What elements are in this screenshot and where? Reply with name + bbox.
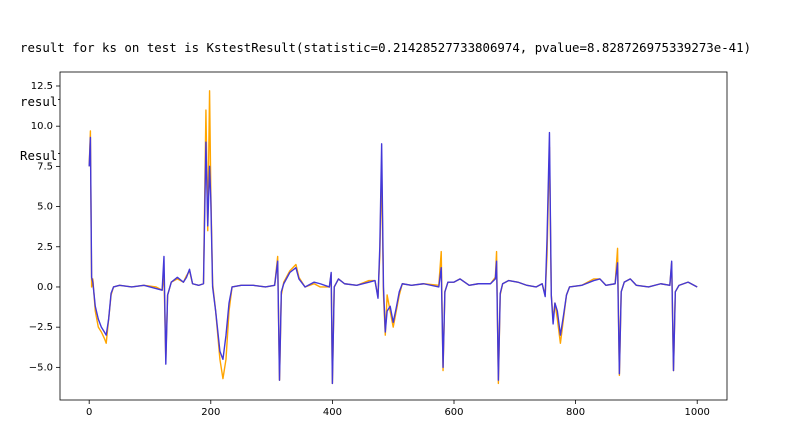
x-tick-label: 400 — [323, 407, 342, 418]
x-tick-label: 1000 — [684, 407, 709, 418]
output-line: result for ks on test is KstestResult(st… — [20, 40, 752, 55]
x-tick-label: 0 — [86, 407, 92, 418]
x-tick-label: 200 — [201, 407, 220, 418]
series-line — [88, 131, 698, 385]
x-tick-label: 600 — [444, 407, 463, 418]
y-tick-label: 10.0 — [31, 121, 53, 132]
axes-frame — [59, 71, 728, 401]
y-tick-label: −5.0 — [29, 362, 53, 373]
plot-area — [60, 72, 727, 400]
x-tick-label: 800 — [566, 407, 585, 418]
y-tick-label: 2.5 — [37, 242, 53, 253]
y-tick-label: 7.5 — [37, 161, 53, 172]
y-tick-label: 5.0 — [37, 202, 53, 213]
y-tick-label: 0.0 — [37, 282, 53, 293]
y-tick-label: −2.5 — [29, 322, 53, 333]
y-tick-label: 12.5 — [31, 81, 53, 92]
